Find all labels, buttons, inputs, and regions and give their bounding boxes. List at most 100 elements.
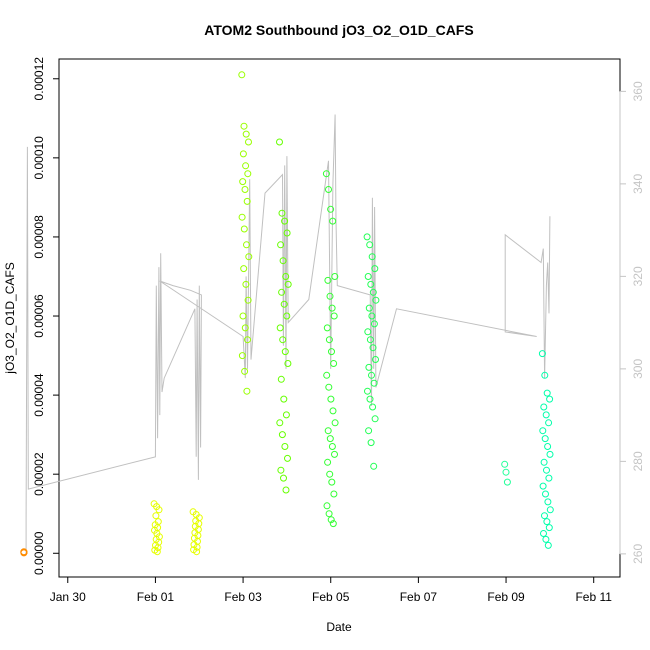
data-point <box>364 387 371 395</box>
data-point <box>276 419 284 427</box>
data-point <box>278 288 286 296</box>
data-point <box>280 300 288 308</box>
data-point <box>238 213 246 221</box>
y-axis-label: jO3_O2_O1D_CAFS <box>3 262 17 374</box>
data-point <box>153 548 161 556</box>
data-point <box>243 387 251 395</box>
data-point <box>370 320 378 328</box>
data-point <box>541 371 549 379</box>
data-point <box>245 253 253 261</box>
data-point <box>155 506 163 514</box>
data-point <box>370 462 378 470</box>
data-point <box>277 241 285 249</box>
data-point <box>325 510 333 518</box>
data-point <box>280 395 288 403</box>
y2-tick-label: 280 <box>631 451 645 471</box>
data-point <box>363 233 371 241</box>
data-point <box>277 375 285 383</box>
x-tick-label: Feb 11 <box>575 590 612 604</box>
data-point <box>327 205 335 213</box>
data-point <box>326 292 334 300</box>
data-point <box>330 490 338 498</box>
data-point <box>367 280 375 288</box>
data-point <box>365 427 373 435</box>
data-point <box>325 383 333 391</box>
data-point <box>239 178 247 186</box>
x-axis-label: Date <box>326 620 352 634</box>
data-point <box>372 356 379 363</box>
data-point <box>365 304 373 312</box>
data-point <box>244 170 252 178</box>
data-point <box>193 543 201 551</box>
data-point <box>364 328 372 336</box>
data-point <box>242 280 250 288</box>
y-tick-label: 0.00000 <box>32 531 46 575</box>
data-point <box>281 443 289 450</box>
data-point <box>544 541 552 549</box>
data-point <box>542 490 549 498</box>
x-tick-label: Feb 07 <box>400 590 438 604</box>
data-point <box>368 312 376 320</box>
data-point <box>324 427 332 435</box>
y2-tick-label: 300 <box>631 359 645 379</box>
data-point <box>546 506 554 514</box>
data-point <box>327 395 335 403</box>
data-point <box>322 170 330 178</box>
data-point <box>282 411 290 419</box>
data-point <box>284 280 292 288</box>
data-point <box>503 478 511 486</box>
data-point <box>245 138 252 146</box>
data-point <box>367 439 375 447</box>
data-point <box>323 502 331 510</box>
data-point <box>281 348 289 356</box>
y-tick-label: 0.00010 <box>32 136 46 180</box>
data-point <box>283 312 291 320</box>
data-point <box>543 389 551 397</box>
data-point <box>541 435 549 443</box>
data-point <box>282 273 290 280</box>
data-point <box>328 478 336 486</box>
data-point <box>240 225 248 233</box>
data-point <box>366 336 374 344</box>
data-point <box>365 363 373 371</box>
data-point <box>329 520 337 528</box>
data-point <box>242 130 250 138</box>
data-point <box>193 548 201 556</box>
y2-tick-label: 260 <box>631 544 645 564</box>
data-point <box>326 470 334 478</box>
data-point <box>152 512 160 520</box>
data-point <box>276 138 283 146</box>
data-point <box>281 217 289 225</box>
data-point <box>331 419 339 427</box>
data-point <box>327 516 335 524</box>
data-point <box>541 512 548 520</box>
data-point <box>369 403 377 411</box>
data-point <box>20 548 28 556</box>
data-point <box>241 324 249 332</box>
y-tick-label: 0.00006 <box>32 294 46 338</box>
data-point <box>545 524 553 532</box>
data-point <box>243 197 251 205</box>
data-point <box>540 458 548 466</box>
data-point <box>544 498 552 506</box>
y-tick-label: 0.00008 <box>32 215 46 259</box>
data-point <box>329 407 337 415</box>
data-point <box>546 450 554 458</box>
plot-frame <box>58 58 621 578</box>
data-point <box>279 257 287 265</box>
data-point <box>371 415 379 423</box>
data-point <box>278 209 286 217</box>
data-point <box>243 241 250 249</box>
data-point <box>244 296 252 304</box>
data-point <box>539 482 547 490</box>
data-point <box>324 276 332 284</box>
data-point <box>328 304 336 312</box>
data-point <box>546 395 554 403</box>
data-point <box>544 443 552 450</box>
data-point <box>366 395 374 403</box>
data-point <box>238 352 246 360</box>
data-point <box>323 371 331 379</box>
data-point <box>372 296 380 304</box>
data-point <box>279 336 287 344</box>
